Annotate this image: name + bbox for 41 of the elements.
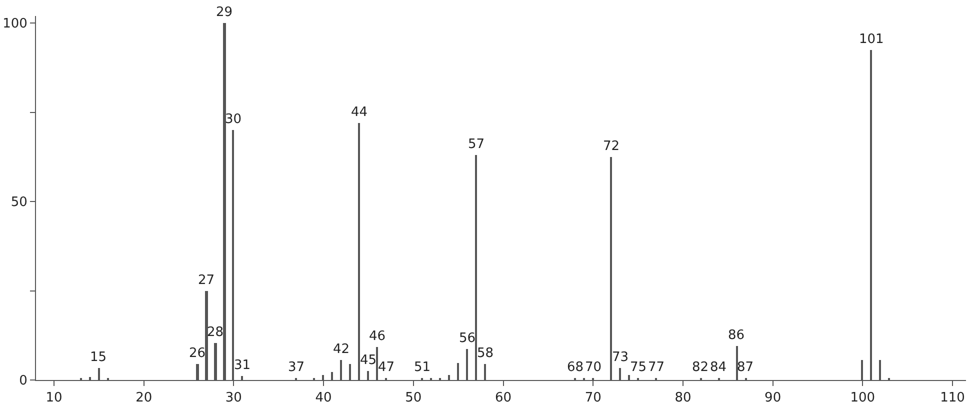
x-tick-label: 50 (405, 390, 422, 406)
x-tick-label: 40 (315, 390, 332, 406)
annotation: 56 (459, 331, 476, 346)
annotation: 45 (360, 353, 377, 368)
annotation: 15 (90, 350, 107, 365)
annotation: 28 (207, 325, 224, 340)
annotation: 86 (728, 328, 745, 343)
annotation: 29 (216, 5, 233, 20)
annotation: 26 (189, 346, 206, 361)
annotation: 101 (859, 32, 884, 47)
annotation: 37 (288, 360, 305, 375)
annotation: 27 (198, 273, 215, 288)
annotation: 51 (414, 360, 431, 375)
y-tick-label: 100 (2, 16, 28, 32)
annotation: 57 (468, 137, 485, 152)
x-tick-label: 110 (940, 390, 965, 406)
annotation: 77 (648, 360, 665, 375)
annotation: 72 (603, 139, 620, 154)
x-tick-label: 80 (674, 390, 692, 406)
annotation: 58 (477, 346, 494, 361)
annotation: 47 (378, 360, 395, 375)
annotation: 44 (351, 105, 368, 120)
x-tick-label: 70 (584, 390, 602, 406)
annotation: 84 (710, 360, 727, 375)
y-tick-label: 50 (10, 195, 28, 210)
annotation: 75 (630, 360, 647, 375)
x-tick-label: 100 (850, 390, 876, 406)
annotation: 31 (234, 358, 251, 373)
x-tick-label: 20 (136, 390, 152, 406)
annotation: 70 (585, 360, 602, 375)
x-tick-label: 30 (225, 390, 242, 406)
y-tick-label: 0 (19, 374, 28, 389)
x-tick-label: 90 (764, 390, 782, 406)
annotation: 30 (225, 112, 242, 127)
annotation: 42 (333, 342, 350, 357)
annotation: 73 (612, 350, 629, 365)
annotation: 46 (369, 329, 386, 344)
x-tick-label: 10 (46, 390, 62, 406)
x-tick-label: 60 (494, 390, 512, 406)
annotation: 82 (692, 360, 709, 375)
annotation: 68 (567, 360, 584, 375)
